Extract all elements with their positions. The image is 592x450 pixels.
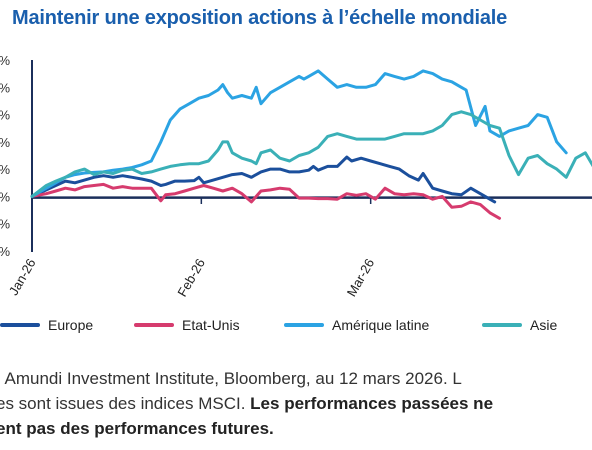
x-tick-label: Feb-26 (174, 256, 208, 299)
legend-amerique-latine: Amérique latine (284, 316, 429, 334)
source-line-3-bold: ent pas des performances futures. (0, 419, 274, 438)
y-axis-ticks: %%%%%%%% (0, 53, 10, 259)
source-note: : Amundi Investment Institute, Bloomberg… (0, 366, 493, 441)
y-tick-label: % (0, 217, 10, 232)
y-tick-label: % (0, 135, 10, 150)
legend-swatch-amerique-latine (284, 323, 324, 327)
legend-swatch-asie (482, 323, 522, 327)
source-line-2-bold: Les performances passées ne (250, 394, 494, 413)
legend-asie: Asie (482, 316, 557, 334)
series-line-am-rique-latine (30, 69, 568, 198)
y-tick-label: % (0, 80, 10, 95)
source-line-3: ent pas des performances futures. (0, 416, 493, 441)
legend-swatch-europe (0, 323, 40, 327)
series-line-etat-unis (30, 182, 501, 220)
y-tick-label: % (0, 189, 10, 204)
x-tick-label: Mar-26 (344, 256, 378, 299)
y-tick-label: % (0, 53, 10, 68)
legend-etats-unis: Etat-Unis (134, 316, 240, 334)
legend-label-amerique-latine: Amérique latine (332, 317, 430, 333)
y-tick-label: % (0, 162, 10, 177)
source-line-1: : Amundi Investment Institute, Bloomberg… (0, 369, 462, 388)
series-line-asie (30, 110, 592, 198)
x-axis-ticks: Jan-26 Feb-26 Mar-26 (6, 197, 378, 299)
chart-title: Maintenir une exposition actions à l’éch… (12, 7, 508, 29)
source-line-2-normal: es sont issues des indices MSCI. (0, 394, 251, 413)
source-line-2: es sont issues des indices MSCI. Les per… (0, 391, 493, 416)
legend-label-asie: Asie (530, 317, 558, 333)
y-tick-label: % (0, 108, 10, 123)
legend-label-europe: Europe (48, 317, 94, 333)
series-lines (30, 69, 592, 220)
legend-europe: Europe (0, 316, 93, 334)
line-chart: %%%%%%%% Jan-26 Feb-26 Mar-26 (0, 53, 592, 299)
legend-swatch-etats-unis (134, 323, 174, 327)
series-line-europe (30, 155, 497, 204)
legend-label-etats-unis: Etat-Unis (182, 317, 240, 333)
x-tick-label: Jan-26 (6, 256, 39, 298)
y-tick-label: % (0, 244, 10, 259)
